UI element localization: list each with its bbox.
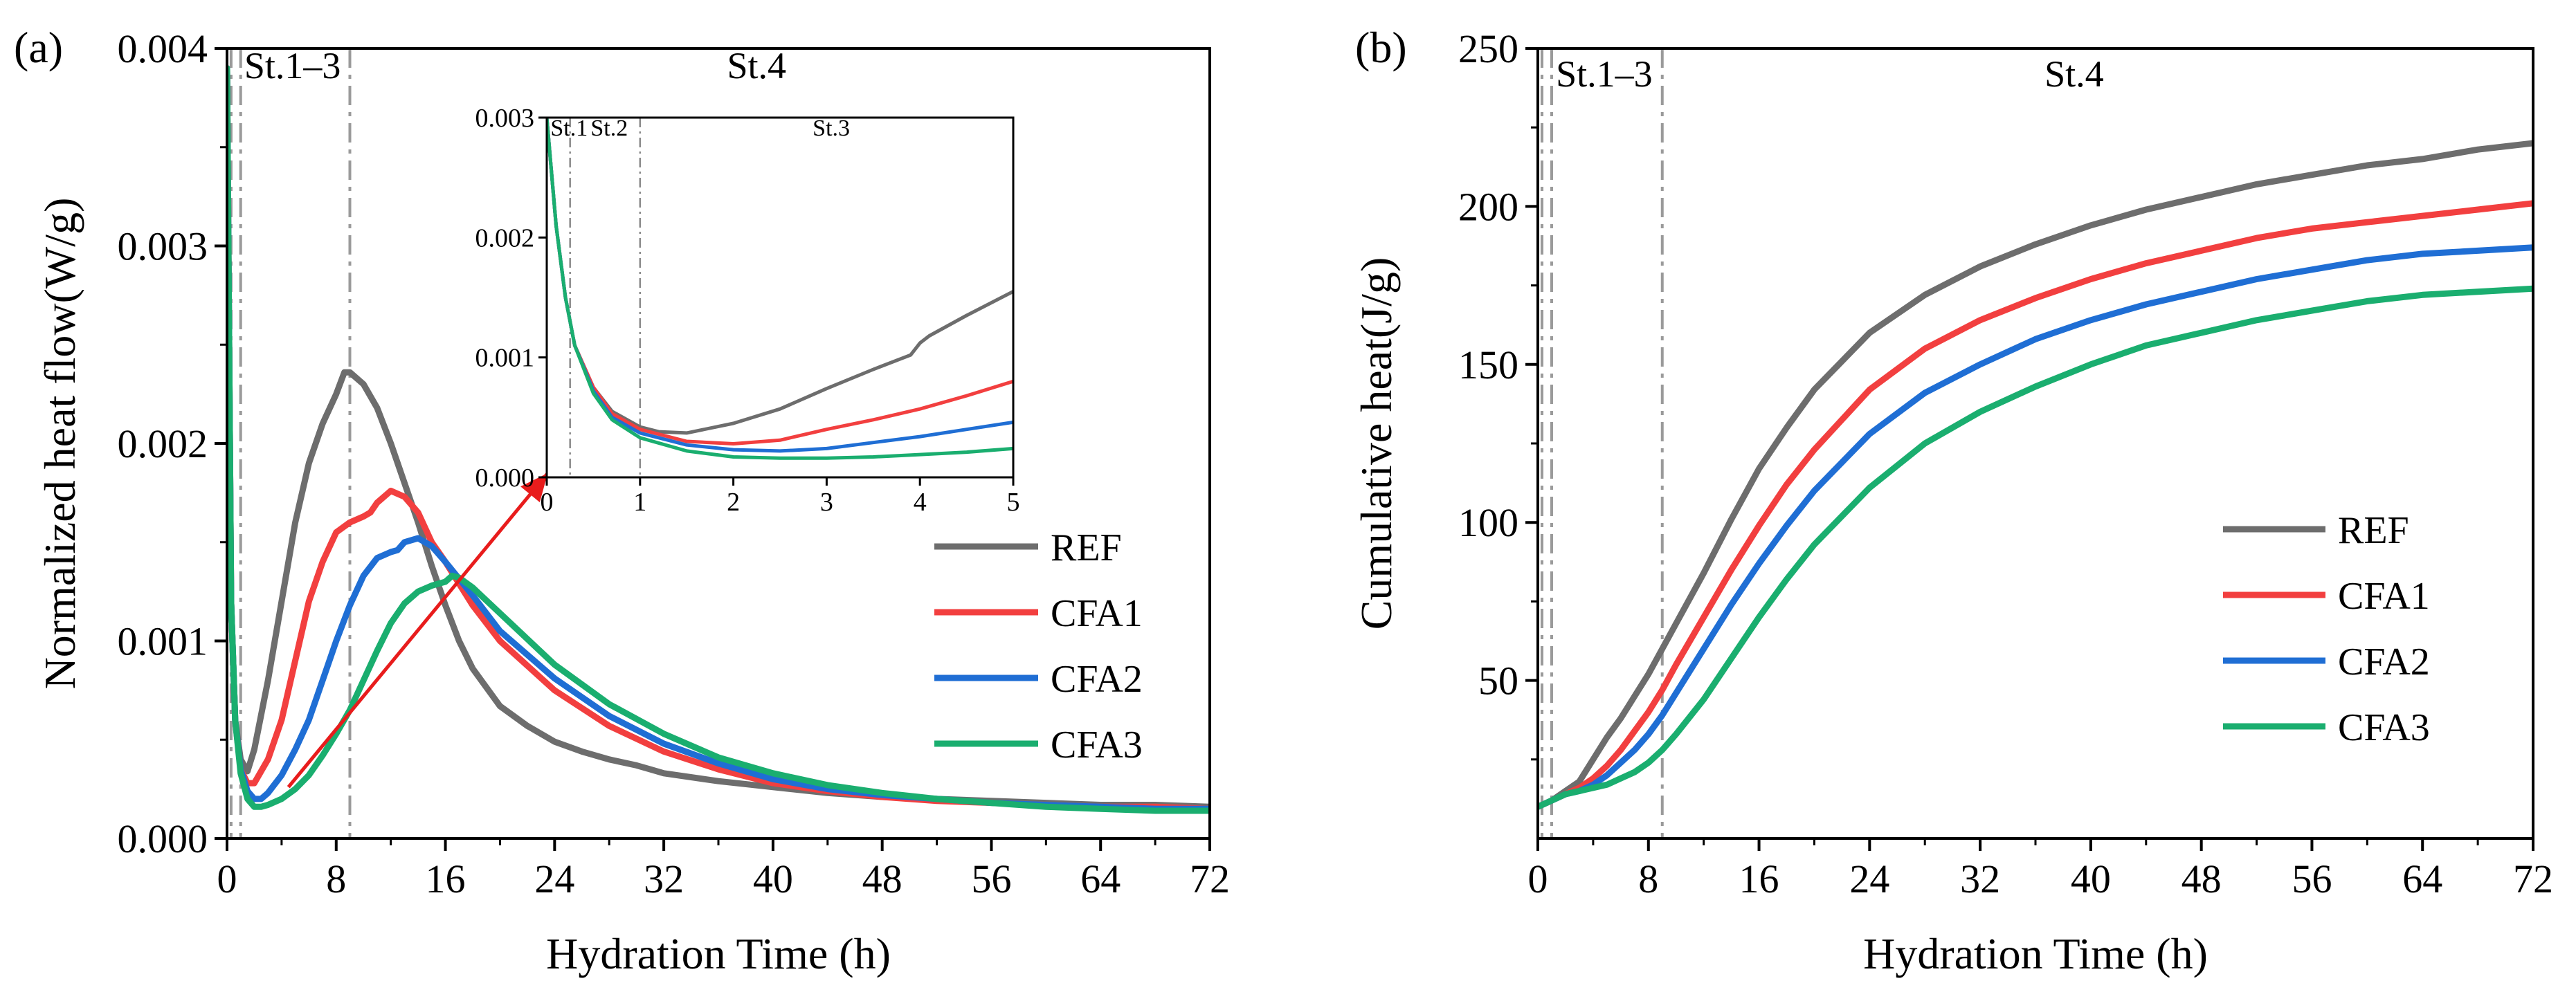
series-line-cfa3 [1538, 285, 2533, 810]
chart-panel-a: (a) St.1–3 St.40 8 16 24 32 40 48 56 64 720.0000.00… [14, 23, 1230, 978]
x-tick-label: 32 [644, 856, 684, 901]
x-tick-label: 64 [2402, 856, 2442, 901]
inset-series-line-cfa3 [547, 118, 1013, 460]
inset-y-tick-label: 0.002 [475, 223, 535, 252]
inset-y-tick-label: 0.001 [475, 344, 535, 373]
stage-label: St.4 [2044, 53, 2104, 95]
series-group [1538, 140, 2533, 810]
y-tick-label: 200 [1458, 184, 1518, 229]
series-line-ref [1538, 140, 2533, 810]
y-axis-title: Normalized heat flow(W/g) [35, 198, 84, 690]
x-tick-label: 24 [534, 856, 574, 901]
x-tick-label: 48 [862, 856, 902, 901]
x-tick-label: 16 [426, 856, 466, 901]
x-tick-label: 72 [1190, 856, 1230, 901]
y-tick-label: 0.001 [118, 619, 208, 664]
inset-x-tick-label: 4 [914, 488, 927, 517]
y-tick-label: 0.004 [118, 26, 208, 71]
series-line-cfa2 [1538, 244, 2533, 810]
legend-label: CFA3 [1051, 724, 1143, 766]
y-tick-label: 150 [1458, 342, 1518, 387]
y-tick-label: 50 [1478, 659, 1518, 704]
arrow-shaft [287, 472, 550, 789]
legend-label: REF [1051, 526, 1122, 569]
panel-label: (b) [1355, 23, 1407, 72]
zoom-arrow [287, 472, 550, 789]
y-tick-label: 0.002 [118, 421, 208, 466]
inset-y-tick-label: 0.003 [475, 104, 535, 133]
stage-label: St.1–3 [1556, 53, 1653, 95]
inset-chart: St.1 St.2 St.3 0 1 2 3 4 5 0.000 0.001 0.002 0.003 [475, 104, 1020, 517]
inset-stage-label: St.2 [590, 116, 628, 141]
x-tick-label: 56 [2292, 856, 2332, 901]
inset-x-tick-label: 2 [727, 488, 740, 517]
legend-label: CFA2 [2338, 641, 2430, 683]
series-line-cfa1 [1538, 200, 2533, 810]
legend-label: CFA2 [1051, 658, 1143, 701]
x-tick-label: 8 [326, 856, 346, 901]
series-group [227, 65, 1210, 814]
inset-series-group [547, 118, 1013, 460]
stage-label: St.4 [727, 45, 786, 86]
x-tick-label: 8 [1638, 856, 1658, 901]
x-tick-label: 0 [1528, 856, 1548, 901]
inset-stage-label: St.3 [813, 116, 850, 141]
inset-x-tick-label: 3 [820, 488, 833, 517]
y-tick-label: 100 [1458, 500, 1518, 545]
x-tick-label: 48 [2182, 856, 2222, 901]
inset-x-tick-label: 1 [633, 488, 646, 517]
x-tick-label: 40 [753, 856, 793, 901]
panel-label: (a) [14, 23, 63, 72]
y-axis-title: Cumulative heat(J/g) [1352, 257, 1401, 630]
inset-x-tick-label: 5 [1007, 488, 1020, 517]
x-tick-label: 56 [971, 856, 1011, 901]
inset-stage-label: St.1 [550, 116, 588, 141]
stage-label: St.1–3 [244, 45, 341, 86]
y-tick-label: 0.000 [118, 816, 208, 861]
legend-label: REF [2338, 509, 2409, 552]
legend-label: CFA1 [1051, 592, 1143, 635]
inset-y-tick-label: 0.000 [475, 463, 535, 493]
x-tick-label: 72 [2513, 856, 2553, 901]
inset-x-tick-label: 0 [541, 488, 554, 517]
x-tick-label: 0 [217, 856, 237, 901]
legend-label: CFA1 [2338, 575, 2430, 618]
y-tick-label: 0.003 [118, 224, 208, 269]
x-tick-label: 24 [1849, 856, 1889, 901]
x-axis-title: Hydration Time (h) [1863, 929, 2208, 978]
arrow-head [520, 472, 548, 503]
legend-label: CFA3 [2338, 706, 2430, 749]
x-tick-label: 32 [1960, 856, 2000, 901]
y-tick-label: 250 [1458, 26, 1518, 71]
series-line-cfa3 [227, 65, 1210, 814]
x-tick-label: 64 [1080, 856, 1121, 901]
x-tick-label: 40 [2071, 856, 2111, 901]
x-axis-title: Hydration Time (h) [546, 929, 891, 978]
inset-frame [545, 116, 1015, 479]
x-tick-label: 16 [1739, 856, 1779, 901]
chart-panel-b: (b) St.1–3 St.4 0 8 16 24 32 40 48 56 64 72 50 100 150 2… [1352, 23, 2553, 978]
